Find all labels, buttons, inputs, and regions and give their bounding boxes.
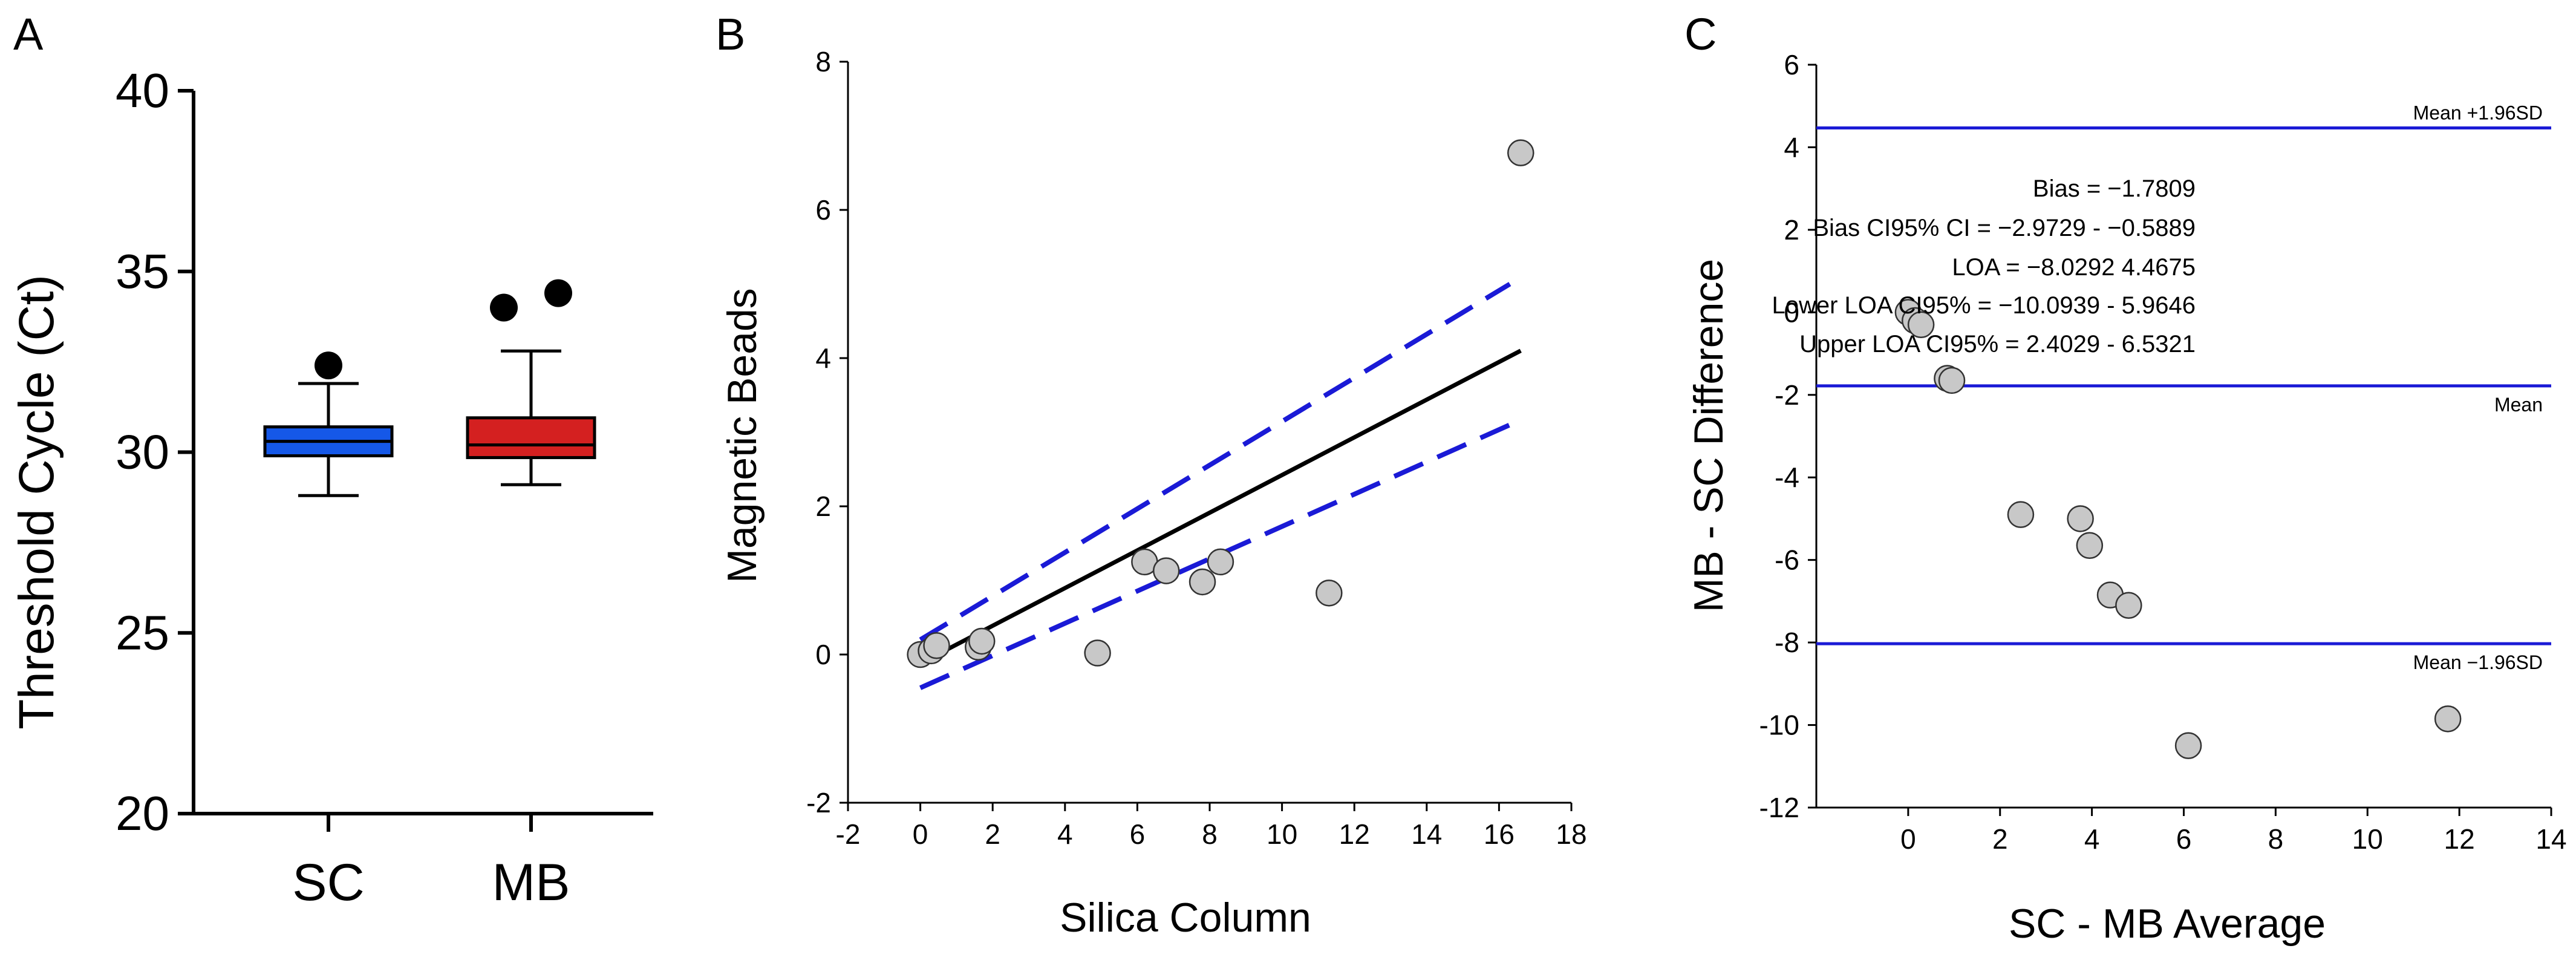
panel-b-ytick-label: 6 bbox=[815, 194, 831, 226]
panel-c-point bbox=[2007, 501, 2035, 528]
panel-c-annotation-loa: LOA = −8.0292 4.4675 bbox=[1952, 254, 2196, 281]
panel-b-point bbox=[1152, 557, 1180, 584]
panel-b-point bbox=[968, 627, 996, 655]
panel-b-xtick-label: 6 bbox=[1130, 818, 1146, 850]
box-mb bbox=[466, 416, 596, 459]
panel-b-point bbox=[1507, 139, 1534, 166]
panel-b-point bbox=[1207, 548, 1234, 576]
panel-b-xtick-label: 12 bbox=[1339, 818, 1370, 850]
panel-c-ytick-label: 0 bbox=[1784, 296, 1799, 328]
box-outlier bbox=[490, 293, 518, 322]
panel-c-xtick-label: 4 bbox=[2084, 823, 2100, 855]
panel-c-ytick-label: -12 bbox=[1759, 792, 1799, 823]
box-outlier bbox=[315, 351, 342, 380]
panel-b-point bbox=[1189, 568, 1216, 596]
panel-b-ytick-label: 4 bbox=[815, 342, 831, 374]
panel-c-ytick-label: 4 bbox=[1784, 131, 1799, 163]
panel-c-ytick-label: 6 bbox=[1784, 49, 1799, 80]
panel-c-reference-label: Mean +1.96SD bbox=[2413, 102, 2543, 124]
panel-c-point bbox=[2076, 532, 2104, 560]
panel-b-xtick-label: 2 bbox=[985, 818, 1000, 850]
panel-c-annotation-upper-loa-ci: Upper LOA CI95% = 2.4029 - 6.5321 bbox=[1799, 331, 2196, 358]
panel-c-point bbox=[1907, 311, 1935, 339]
panel-c-xtick-label: 8 bbox=[2268, 823, 2284, 855]
panel-b-ylabel: Magnetic Beads bbox=[719, 288, 765, 583]
panel-b-xtick-label: -2 bbox=[836, 818, 861, 850]
panel-c-point bbox=[2115, 592, 2142, 619]
panel-c-ytick-label: 2 bbox=[1784, 214, 1799, 246]
panel-c-ylabel: MB - SC Difference bbox=[1686, 259, 1732, 612]
panel-b-ytick-label: 8 bbox=[815, 46, 831, 77]
panel-b-ytick-label: 0 bbox=[815, 639, 831, 670]
panel-c-annotation-bias: Bias = −1.7809 bbox=[2033, 175, 2196, 202]
panel-b-xtick-label: 4 bbox=[1057, 818, 1073, 850]
panel-label-a: A bbox=[13, 9, 44, 59]
panel-c-point bbox=[1938, 367, 1966, 394]
panel-a-ytick-label: 25 bbox=[116, 606, 169, 659]
panel-a-ytick-label: 30 bbox=[116, 425, 169, 479]
panel-b-xtick-label: 18 bbox=[1556, 818, 1586, 850]
panel-b-xtick-label: 8 bbox=[1202, 818, 1218, 850]
panel-c-xtick-label: 0 bbox=[1900, 823, 1916, 855]
panel-c-point bbox=[2174, 732, 2202, 759]
panel-c-reference-label: Mean −1.96SD bbox=[2413, 651, 2543, 673]
panel-c-xlabel: SC - MB Average bbox=[2009, 901, 2326, 947]
panel-c-ytick-label: -6 bbox=[1775, 544, 1799, 576]
panel-b-ytick-label: -2 bbox=[806, 787, 831, 818]
panel-a-ylabel: Threshold Cycle (Ct) bbox=[9, 275, 64, 730]
panel-b-xtick-label: 10 bbox=[1267, 818, 1297, 850]
panel-b-xtick-label: 16 bbox=[1484, 818, 1515, 850]
panel-a-ytick-label: 40 bbox=[116, 64, 169, 117]
panel-c-ytick-label: -2 bbox=[1775, 379, 1799, 411]
panel-b-xlabel: Silica Column bbox=[1060, 895, 1311, 941]
panel-c-bland-altman: MB - SC Difference SC - MB Average -12 -1… bbox=[1686, 49, 2567, 947]
panel-label-b: B bbox=[716, 9, 745, 59]
panel-c-xtick-label: 10 bbox=[2352, 823, 2383, 855]
panel-b-ci-upper bbox=[919, 282, 1511, 642]
panel-c-annotation-lower-loa-ci: Lower LOA CI95% = −10.0939 - 5.9646 bbox=[1772, 292, 2196, 319]
panel-a-category-mb: MB bbox=[492, 854, 570, 912]
panel-c-point bbox=[2434, 705, 2462, 733]
panel-b-point bbox=[923, 632, 950, 659]
panel-c-xtick-label: 12 bbox=[2444, 823, 2475, 855]
panel-a-category-sc: SC bbox=[292, 854, 364, 912]
panel-a-ytick-label: 35 bbox=[116, 244, 169, 298]
panel-c-xtick-label: 2 bbox=[1992, 823, 2008, 855]
panel-b-xtick-label: 0 bbox=[913, 818, 928, 850]
panel-c-ytick-label: -4 bbox=[1775, 462, 1799, 493]
panel-c-point bbox=[2067, 505, 2094, 532]
panel-label-c: C bbox=[1684, 9, 1717, 59]
panel-b-point bbox=[1316, 580, 1343, 607]
panel-b-fit-line bbox=[919, 348, 1522, 665]
panel-c-xtick-label: 6 bbox=[2176, 823, 2192, 855]
box-outlier bbox=[544, 279, 572, 307]
panel-b-point bbox=[1084, 639, 1111, 667]
panel-a-ytick-label: 20 bbox=[116, 786, 169, 840]
panel-b-ci-lower bbox=[919, 422, 1511, 690]
panel-c-xtick-label: 14 bbox=[2535, 823, 2566, 855]
panel-c-reference-label: Mean bbox=[2494, 394, 2543, 416]
panel-b-xtick-label: 14 bbox=[1411, 818, 1442, 850]
panel-b-regression: Magnetic Beads Silica Column -2 0 2 4 6 8 -2 0 2… bbox=[719, 46, 1587, 941]
panel-c-ytick-label: -8 bbox=[1775, 627, 1799, 658]
panel-a-boxplot: Threshold Cycle (Ct) 20 25 30 35 40 SC MB bbox=[9, 64, 653, 912]
panel-b-ytick-label: 2 bbox=[815, 491, 831, 522]
panel-c-ytick-label: -10 bbox=[1759, 710, 1799, 741]
panel-c-annotation-bias-ci: Bias CI95% CI = −2.9729 - −0.5889 bbox=[1813, 215, 2196, 241]
